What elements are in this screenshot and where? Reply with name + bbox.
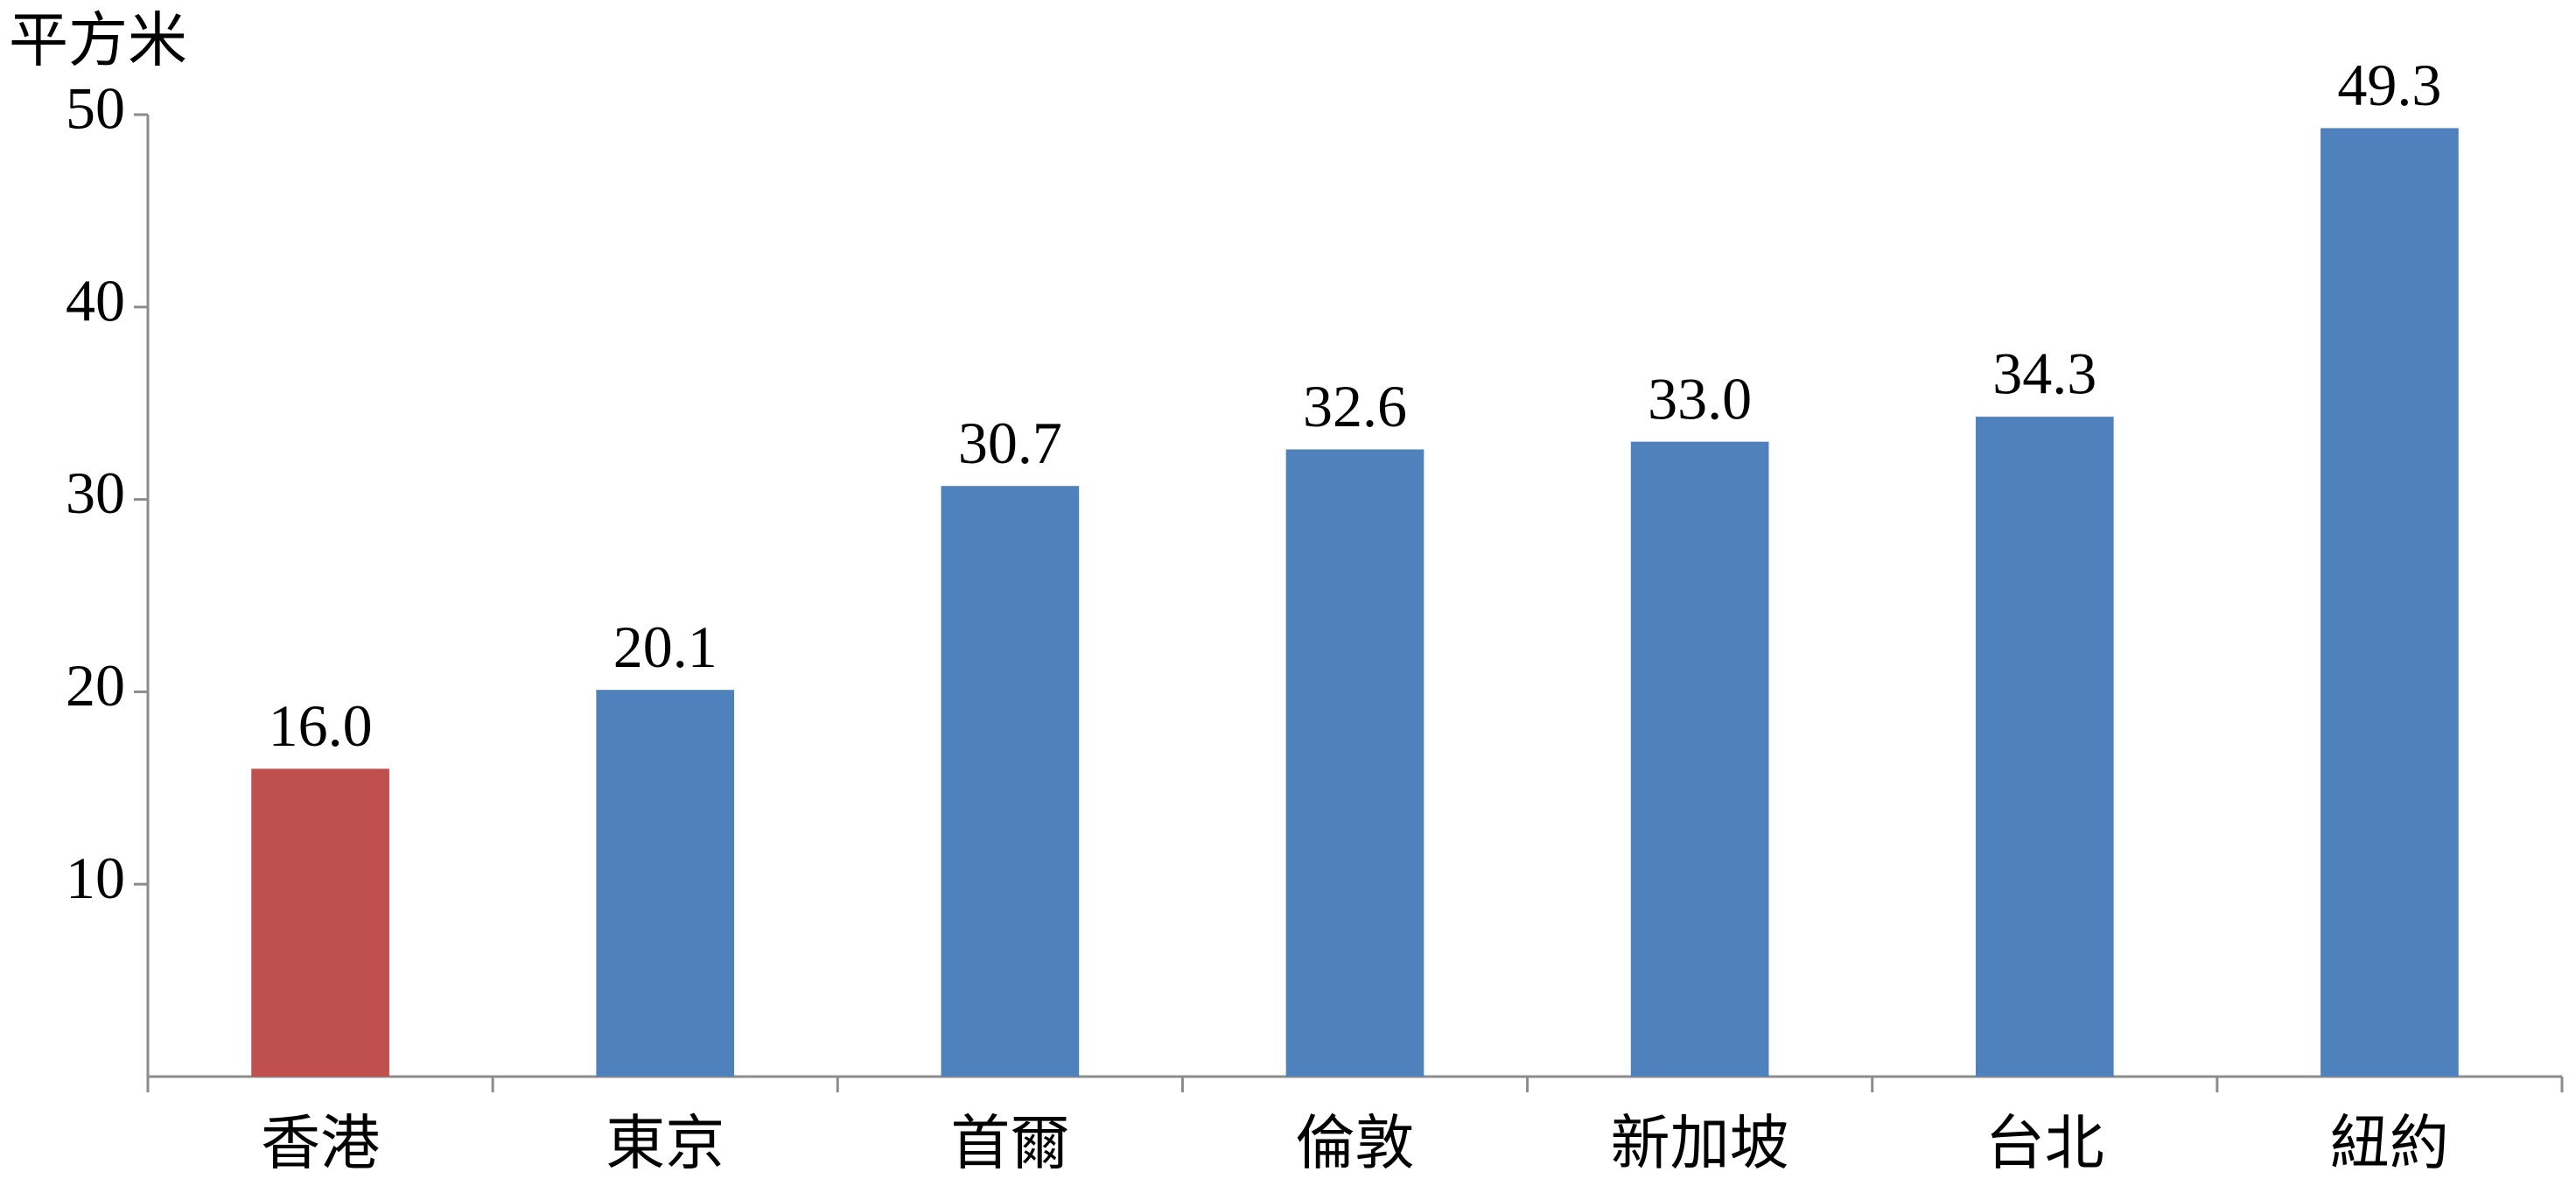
- y-tick-label: 30: [66, 460, 125, 526]
- y-tick-label: 20: [66, 652, 125, 719]
- data-label: 20.1: [613, 614, 718, 680]
- bar: [251, 768, 389, 1077]
- x-tick-label: 香港: [261, 1111, 380, 1177]
- bar: [2320, 128, 2459, 1077]
- x-tick-label: 東京: [606, 1111, 724, 1177]
- x-tick-label: 倫敦: [1295, 1111, 1414, 1177]
- bar: [596, 690, 735, 1077]
- data-label: 34.3: [1992, 340, 2096, 407]
- bar: [1975, 417, 2114, 1077]
- data-label: 32.6: [1303, 373, 1407, 439]
- data-label: 30.7: [958, 410, 1062, 476]
- data-label: 33.0: [1648, 365, 1752, 432]
- y-axis-label: 平方米: [9, 8, 187, 74]
- y-tick-label: 50: [66, 75, 125, 142]
- bar: [1285, 449, 1424, 1077]
- x-tick-label: 台北: [1985, 1111, 2104, 1177]
- bar: [1630, 441, 1769, 1077]
- x-tick-label: 新加坡: [1611, 1111, 1789, 1177]
- data-label: 49.3: [2337, 52, 2441, 118]
- x-tick-label: 紐約: [2330, 1111, 2449, 1177]
- data-label: 16.0: [269, 692, 373, 759]
- bar: [941, 486, 1080, 1077]
- x-tick-label: 首爾: [950, 1111, 1069, 1177]
- y-tick-label: 10: [66, 845, 125, 911]
- y-tick-label: 40: [66, 267, 125, 333]
